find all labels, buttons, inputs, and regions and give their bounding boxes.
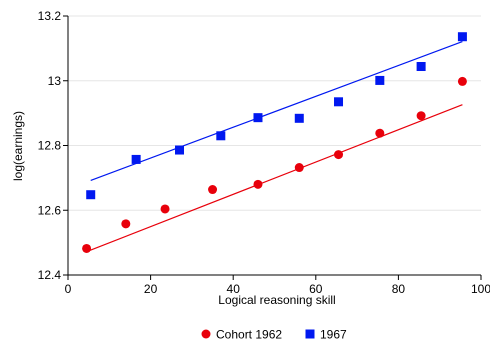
legend-label-1967: 1967 — [320, 328, 347, 342]
point-cohort-1962-1 — [121, 219, 131, 229]
point-cohort-1962-3 — [208, 185, 218, 195]
point-1967-3 — [216, 131, 226, 141]
point-cohort-1962-8 — [416, 111, 426, 121]
y-axis-title: log(earnings) — [11, 111, 25, 181]
point-1967-0 — [86, 190, 96, 200]
point-1967-6 — [334, 97, 344, 107]
x-axis-ticks: 0 20 40 60 80 100 — [65, 275, 490, 296]
legend-marker-1967 — [305, 329, 315, 339]
y-tick-label-0: 12.4 — [38, 268, 62, 282]
point-1967-4 — [253, 113, 263, 123]
point-1967-1 — [131, 154, 141, 164]
point-1967-7 — [375, 75, 385, 85]
x-tick-label-3: 60 — [309, 282, 323, 296]
legend-marker-cohort-1962 — [201, 329, 211, 339]
point-1967-5 — [294, 113, 304, 123]
legend-label-cohort-1962: Cohort 1962 — [216, 328, 282, 342]
point-1967-8 — [416, 62, 426, 72]
y-tick-label-3: 13 — [48, 74, 62, 88]
x-tick-label-4: 80 — [392, 282, 406, 296]
point-cohort-1962-0 — [82, 243, 92, 253]
x-tick-label-0: 0 — [65, 282, 72, 296]
point-cohort-1962-9 — [457, 76, 467, 86]
fit-lines — [86, 41, 463, 253]
point-cohort-1962-7 — [375, 128, 385, 138]
y-tick-label-4: 13.2 — [38, 9, 62, 23]
point-cohort-1962-6 — [334, 150, 344, 160]
fit-line-1967 — [90, 41, 463, 182]
point-1967-2 — [175, 145, 185, 155]
point-1967-9 — [457, 32, 467, 42]
x-tick-label-5: 100 — [471, 282, 490, 296]
point-cohort-1962-5 — [294, 163, 304, 173]
fit-line-cohort-1962 — [86, 104, 463, 253]
x-tick-label-1: 20 — [144, 282, 158, 296]
y-axis-ticks: 12.4 12.6 12.8 13 13.2 — [38, 9, 68, 282]
x-tick-label-2: 40 — [227, 282, 241, 296]
y-tick-label-2: 12.8 — [38, 139, 62, 153]
point-cohort-1962-2 — [160, 204, 170, 214]
data-points — [82, 32, 467, 253]
y-tick-label-1: 12.6 — [38, 203, 62, 217]
legend: Cohort 1962 1967 — [201, 328, 347, 342]
x-axis-title: Logical reasoning skill — [218, 293, 335, 307]
point-cohort-1962-4 — [253, 179, 263, 189]
